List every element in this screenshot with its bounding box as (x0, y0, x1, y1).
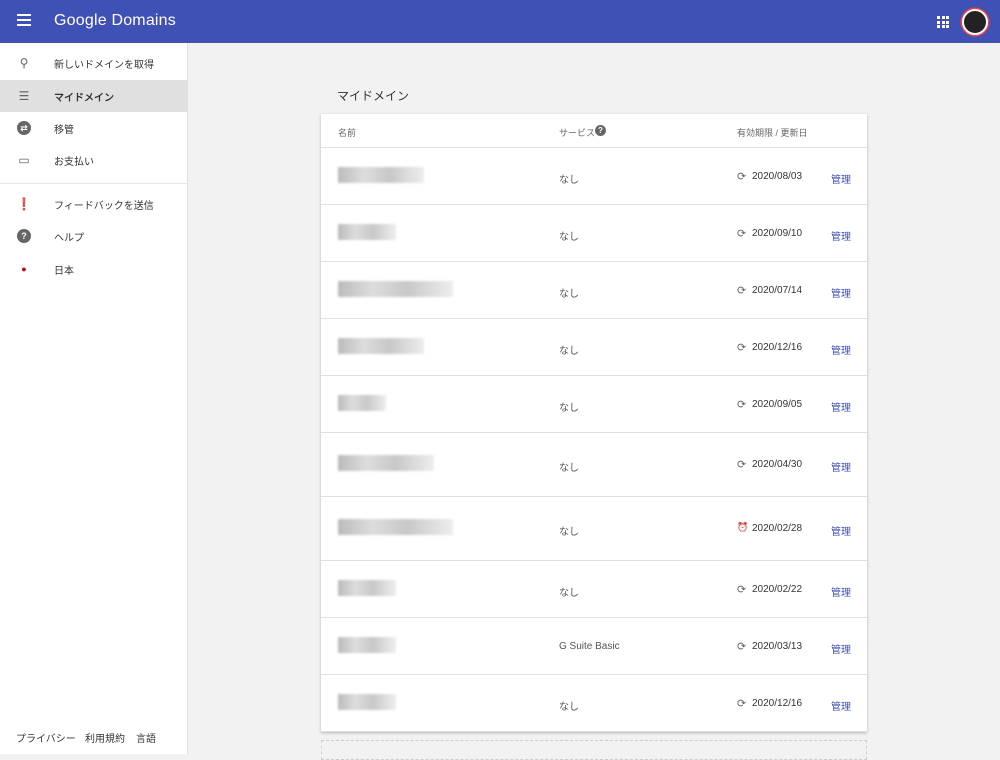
auto-renew-icon: ⟳ (737, 284, 747, 297)
domain-name-redacted[interactable] (338, 223, 396, 240)
terms-link[interactable]: 利用規約 (85, 734, 125, 745)
sidebar-item-label: 移管 (54, 124, 74, 136)
sidebar-item-label: マイドメイン (54, 92, 114, 104)
service-value: なし (559, 288, 579, 300)
table-row: なし ⟳ 2020/09/10 管理 (321, 205, 867, 262)
manage-link[interactable]: 管理 (831, 644, 851, 656)
sidebar-item-4[interactable]: ❗ フィードバックを送信 (0, 188, 187, 220)
expiry-date: 2020/09/10 (752, 227, 803, 239)
table-header: 名前 サービス ? 有効期限 / 更新日 (321, 114, 867, 148)
sidebar-item-label: お支払い (54, 156, 94, 168)
manage-link[interactable]: 管理 (831, 174, 851, 186)
auto-renew-icon: ⟳ (737, 227, 747, 240)
sidebar-item-2[interactable]: ⇄ 移管 (0, 112, 187, 144)
auto-renew-icon: ⟳ (737, 583, 747, 596)
expiry-date: 2020/09/05 (752, 398, 803, 410)
domain-table: 名前 サービス ? 有効期限 / 更新日 なし ⟳ 2020/08/03 管理 … (321, 114, 867, 732)
auto-renew-icon: ⟳ (737, 459, 747, 471)
auto-renew-icon: ⟳ (737, 170, 747, 183)
app-bar: Google Domains (0, 0, 1000, 43)
feedback-icon: ❗ (16, 197, 32, 211)
domain-name-redacted[interactable] (338, 394, 386, 411)
domain-name-redacted[interactable] (338, 693, 396, 710)
sidebar-item-0[interactable]: ⚲ 新しいドメインを取得 (0, 47, 187, 79)
manage-link[interactable]: 管理 (831, 587, 851, 599)
expiry-date: 2020/02/28 (752, 523, 803, 534)
help-icon[interactable]: ? (595, 125, 606, 136)
sidebar-item-label: 日本 (54, 265, 74, 277)
sidebar-item-3[interactable]: ▭ お支払い (0, 144, 187, 176)
credit-card-icon: ▭ (18, 153, 30, 167)
service-value: G Suite Basic (559, 640, 620, 652)
service-value: なし (559, 587, 579, 599)
hamburger-icon[interactable] (17, 14, 31, 26)
table-row: なし ⟳ 2020/02/22 管理 (321, 561, 867, 618)
column-name: 名前 (338, 128, 357, 138)
domain-name-redacted[interactable] (338, 455, 434, 471)
sidebar-item-1[interactable]: ☰ マイドメイン (0, 80, 187, 112)
service-value: なし (559, 402, 579, 414)
search-icon: ⚲ (19, 56, 29, 70)
transfer-icon: ⇄ (17, 121, 31, 135)
sidebar-item-5[interactable]: ? ヘルプ (0, 220, 187, 252)
expiry-date: 2020/04/30 (752, 459, 803, 470)
manage-link[interactable]: 管理 (831, 231, 851, 243)
apps-grid-icon[interactable] (937, 16, 949, 28)
column-expiry: 有効期限 / 更新日 (737, 128, 808, 138)
manage-link[interactable]: 管理 (831, 402, 851, 414)
language-link[interactable]: 言語 (136, 734, 156, 745)
list-icon: ☰ (18, 89, 30, 103)
table-row: なし ⟳ 2020/12/16 管理 (321, 319, 867, 376)
help-icon: ? (17, 229, 31, 243)
auto-renew-icon: ⟳ (737, 640, 747, 653)
manage-link[interactable]: 管理 (831, 345, 851, 357)
domain-name-redacted[interactable] (338, 280, 453, 297)
auto-renew-icon: ⟳ (737, 341, 747, 354)
domain-name-redacted[interactable] (338, 636, 396, 653)
auto-renew-icon: ⟳ (737, 398, 747, 411)
expiry-date: 2020/12/16 (752, 697, 803, 709)
table-row: なし ⟳ 2020/07/14 管理 (321, 262, 867, 319)
logo[interactable]: Google Domains (54, 12, 176, 29)
expiry-date: 2020/03/13 (752, 640, 803, 652)
sidebar-item-6[interactable]: ● 日本 (0, 253, 187, 285)
service-value: なし (559, 174, 579, 186)
service-value: なし (559, 345, 579, 357)
privacy-link[interactable]: プライバシー (16, 734, 76, 745)
domain-name-redacted[interactable] (338, 519, 453, 535)
sidebar: プライバシー 利用規約 言語 ⚲ 新しいドメインを取得 ☰ マイドメイン ⇄ 移管 ▭ お支払… (0, 43, 188, 754)
service-value: なし (559, 527, 579, 538)
expiry-date: 2020/07/14 (752, 284, 803, 296)
auto-renew-icon: ⟳ (737, 697, 747, 710)
manage-link[interactable]: 管理 (831, 527, 851, 538)
divider (0, 183, 187, 184)
table-row: なし ⏰ 2020/02/28 管理 (321, 497, 867, 561)
sidebar-item-label: 新しいドメインを取得 (54, 59, 154, 71)
domain-name-redacted[interactable] (338, 579, 396, 596)
expiry-date: 2020/02/22 (752, 583, 803, 595)
table-row: なし ⟳ 2020/08/03 管理 (321, 148, 867, 205)
alarm-clock-icon: ⏰ (737, 522, 749, 532)
manage-link[interactable]: 管理 (831, 701, 851, 713)
domain-name-redacted[interactable] (338, 166, 424, 183)
service-value: なし (559, 701, 579, 713)
add-placeholder (321, 740, 867, 760)
expiry-date: 2020/08/03 (752, 170, 803, 182)
domain-name-redacted[interactable] (338, 337, 424, 354)
column-service: サービス (559, 128, 596, 138)
sidebar-item-label: フィードバックを送信 (54, 200, 154, 212)
table-row: G Suite Basic ⟳ 2020/03/13 管理 (321, 618, 867, 675)
page-title: マイドメイン (337, 89, 410, 103)
service-value: なし (559, 231, 579, 243)
expiry-date: 2020/12/16 (752, 341, 803, 353)
japan-flag-icon: ● (21, 264, 27, 274)
table-row: なし ⟳ 2020/04/30 管理 (321, 433, 867, 497)
sidebar-item-label: ヘルプ (54, 232, 84, 244)
table-row: なし ⟳ 2020/12/16 管理 (321, 675, 867, 732)
table-row: なし ⟳ 2020/09/05 管理 (321, 376, 867, 433)
manage-link[interactable]: 管理 (831, 463, 851, 474)
avatar[interactable] (962, 9, 988, 35)
manage-link[interactable]: 管理 (831, 288, 851, 300)
service-value: なし (559, 463, 579, 474)
